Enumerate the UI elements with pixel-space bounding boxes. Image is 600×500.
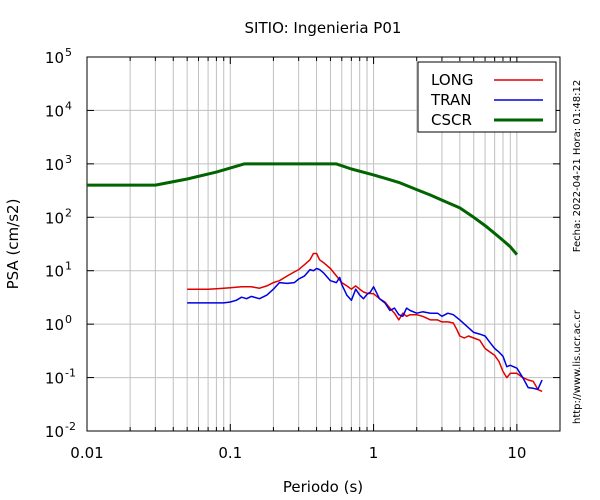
series-lines xyxy=(87,162,543,393)
y-tick-exponent: 3 xyxy=(65,153,72,166)
x-tick-label: 10 xyxy=(507,444,526,462)
y-tick-exponent: 0 xyxy=(65,313,72,326)
plot-frame xyxy=(86,56,561,432)
source-url-label: http://www.lis.ucr.ac.cr xyxy=(572,309,583,424)
y-tick-exponent: 5 xyxy=(65,46,72,59)
y-tick-label: 10 xyxy=(45,209,64,227)
y-tick-label: 10 xyxy=(45,102,64,120)
y-tick-label: 10 xyxy=(45,49,64,67)
y-tick-exponent: 2 xyxy=(65,206,72,219)
y-tick-exponent: 4 xyxy=(65,99,72,112)
legend-label-tran: TRAN xyxy=(430,91,471,109)
x-tick-label: 1 xyxy=(369,444,379,462)
y-tick-label: 10 xyxy=(45,423,64,441)
grid xyxy=(86,56,561,432)
timestamp-label: Fecha: 2022-04-21 Hora: 01:48:12 xyxy=(572,80,583,253)
y-tick-exponent: 1 xyxy=(65,260,72,273)
chart-title: SITIO: Ingenieria P01 xyxy=(245,19,402,37)
legend-label-long: LONG xyxy=(431,71,473,89)
legend: LONG TRAN CSCR xyxy=(417,61,557,133)
series-line-long xyxy=(187,252,543,393)
y-tick-label: 10 xyxy=(45,316,64,334)
series-line-tran xyxy=(187,267,543,391)
series-line-cscr xyxy=(87,162,519,256)
y-tick-exponent: -2 xyxy=(65,420,76,433)
legend-label-cscr: CSCR xyxy=(431,111,472,129)
y-tick-exponent: -1 xyxy=(65,367,76,380)
x-axis-label: Periodo (s) xyxy=(283,478,363,496)
y-tick-label: 10 xyxy=(45,370,64,388)
y-tick-label: 10 xyxy=(45,263,64,281)
y-tick-label: 10 xyxy=(45,156,64,174)
x-tick-label: 0.01 xyxy=(70,444,103,462)
x-tick-label: 0.1 xyxy=(218,444,242,462)
y-axis-label: PSA (cm/s2) xyxy=(4,199,22,290)
